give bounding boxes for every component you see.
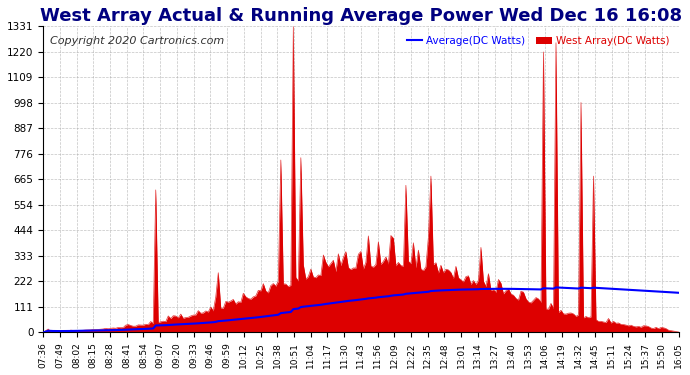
Text: Copyright 2020 Cartronics.com: Copyright 2020 Cartronics.com <box>50 36 224 46</box>
Legend: Average(DC Watts), West Array(DC Watts): Average(DC Watts), West Array(DC Watts) <box>402 32 673 50</box>
Title: West Array Actual & Running Average Power Wed Dec 16 16:08: West Array Actual & Running Average Powe… <box>40 7 682 25</box>
